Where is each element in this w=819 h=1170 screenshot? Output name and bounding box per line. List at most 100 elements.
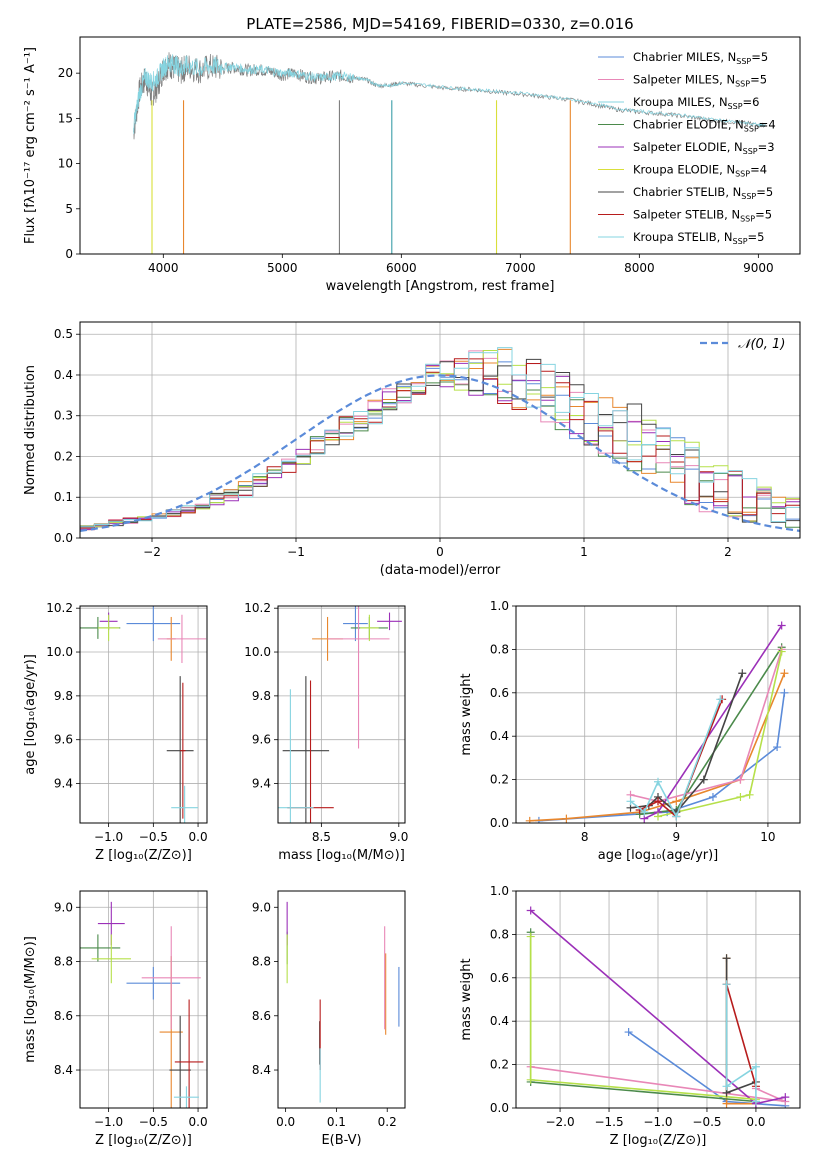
- x-tick-label: −1.0: [94, 830, 123, 844]
- errorbar-point: [343, 606, 368, 642]
- x-tick-label: 6000: [386, 261, 417, 275]
- legend-name: Kroupa MILES, N: [633, 95, 728, 109]
- y-axis-label: mass weight: [459, 673, 474, 755]
- weight-marker: [624, 1028, 633, 1037]
- axes-frame: [515, 605, 801, 824]
- y-tick-label: 0.8: [490, 927, 509, 941]
- x-tick-label: −0.5: [692, 1115, 721, 1129]
- y-tick-label: 0.0: [490, 1101, 509, 1115]
- legend-subscript: SSP: [735, 170, 750, 179]
- legend-label: 𝒩(0, 1): [738, 337, 785, 352]
- x-tick-label: −1.0: [94, 1115, 123, 1129]
- weight-marker: [699, 775, 708, 784]
- x-tick-label: 10: [760, 830, 775, 844]
- x-axis-label: Z [log₁₀(Z/Z⊙)]: [610, 1133, 707, 1148]
- x-axis-label: mass [log₁₀(M/M⊙)]: [278, 848, 405, 863]
- weight-marker: [526, 1075, 535, 1084]
- x-tick-label: 0.0: [189, 1115, 208, 1129]
- axes-frame: [277, 605, 406, 824]
- y-tick-label: 1.0: [490, 599, 509, 613]
- weight-marker: [708, 792, 717, 801]
- x-axis-label: Z [log₁₀(Z/Z⊙)]: [95, 848, 192, 863]
- weight-marker: [525, 816, 534, 823]
- chart-panels: 4000 5000 6000 7000 8000 900005101520waveleng…: [23, 36, 801, 1148]
- x-tick-label: 1: [580, 545, 588, 559]
- legend-label: Salpeter ELODIE, NSSP=3: [633, 140, 775, 156]
- legend-subscript: SSP: [728, 102, 743, 111]
- legend-label: Chabrier ELODIE, NSSP=4: [633, 118, 776, 134]
- y-tick-label: 5: [65, 202, 73, 216]
- y-tick-label: 9.6: [252, 733, 271, 747]
- y-tick-label: 0.3: [54, 409, 73, 423]
- legend-name: Chabrier ELODIE, N: [633, 118, 744, 132]
- y-tick-label: 9.4: [54, 777, 73, 791]
- x-tick-label: 7000: [505, 261, 536, 275]
- legend-label: Salpeter MILES, NSSP=5: [633, 73, 767, 89]
- legend-nssp: =5: [755, 208, 772, 222]
- x-axis-label: (data-model)/error: [380, 563, 501, 578]
- errorbar-point: [327, 606, 390, 749]
- y-tick-label: 8.8: [252, 955, 271, 969]
- errorbar-point: [126, 606, 181, 642]
- errorbar-point: [91, 934, 131, 984]
- y-tick-label: 0.0: [490, 816, 509, 830]
- plot-area: [525, 621, 789, 823]
- weight-line: [639, 646, 783, 816]
- y-tick-label: 8.8: [54, 955, 73, 969]
- y-tick-label: 8.4: [54, 1063, 73, 1077]
- x-tick-label: −1: [287, 545, 305, 559]
- legend-subscript: SSP: [740, 215, 755, 224]
- x-tick-label: 4000: [148, 261, 179, 275]
- legend-name: Kroupa STELIB, N: [633, 230, 733, 244]
- legend-nssp: =4: [750, 163, 767, 177]
- legend-name: Chabrier MILES, N: [633, 50, 736, 64]
- weight-marker: [751, 1062, 760, 1071]
- legend-name: Kroupa ELODIE, N: [633, 163, 735, 177]
- x-tick-label: 9.0: [389, 830, 408, 844]
- weight-line: [657, 651, 783, 818]
- x-tick-label: 8: [581, 830, 589, 844]
- legend-nssp: =4: [759, 118, 776, 132]
- weight-line: [628, 1031, 786, 1107]
- weight-marker: [777, 621, 786, 630]
- x-axis-label: age [log₁₀(age/yr)]: [598, 848, 719, 863]
- errorbar-point: [169, 1015, 191, 1108]
- legend-nssp: =5: [748, 230, 765, 244]
- axes-frame: [79, 890, 208, 1109]
- y-tick-label: 9.8: [54, 689, 73, 703]
- weight-marker: [672, 797, 681, 806]
- y-tick-label: 10.2: [46, 601, 73, 615]
- legend-label: Kroupa MILES, NSSP=6: [633, 95, 759, 111]
- weight-line: [529, 672, 786, 822]
- legend-label: Chabrier MILES, NSSP=5: [633, 50, 768, 66]
- y-tick-label: 0.4: [490, 1014, 509, 1028]
- x-tick-label: 0.2: [378, 1115, 397, 1129]
- y-tick-label: 0.2: [490, 773, 509, 787]
- plot-area: [286, 901, 400, 1103]
- y-tick-label: 10.2: [244, 601, 271, 615]
- y-tick-label: 1.0: [490, 884, 509, 898]
- legend-nssp: =5: [756, 185, 773, 199]
- weight-line: [639, 699, 723, 818]
- y-tick-label: 10.0: [244, 645, 271, 659]
- y-tick-label: 9.4: [252, 777, 271, 791]
- y-tick-label: 8.6: [252, 1009, 271, 1023]
- legend-nssp: =5: [751, 50, 768, 64]
- y-axis-label: Flux [fλ10⁻¹⁷ erg cm⁻² s⁻¹ A⁻¹]: [23, 47, 38, 244]
- figure-title: PLATE=2586, MJD=54169, FIBERID=0330, z=0…: [246, 15, 633, 33]
- x-tick-label: 9000: [743, 261, 774, 275]
- y-tick-label: 0.0: [54, 531, 73, 545]
- weight-marker: [672, 812, 681, 821]
- legend-subscript: SSP: [741, 192, 756, 201]
- legend-subscript: SSP: [735, 80, 750, 89]
- histogram-step: [80, 381, 800, 538]
- errorbar-point: [282, 676, 330, 823]
- errorbar-point: [166, 676, 194, 823]
- x-tick-label: 5000: [267, 261, 298, 275]
- y-axis-label: mass [log₁₀(M/M⊙)]: [23, 936, 38, 1063]
- x-tick-label: 0.0: [746, 1115, 765, 1129]
- y-tick-label: 0.4: [54, 368, 73, 382]
- weight-vs-age-panel: 8 9 10 0.0 0.2 0.4 0.6 0.8 1.0 age [log₁₀(age/yr)…: [459, 599, 801, 863]
- legend-nssp: =5: [750, 73, 767, 87]
